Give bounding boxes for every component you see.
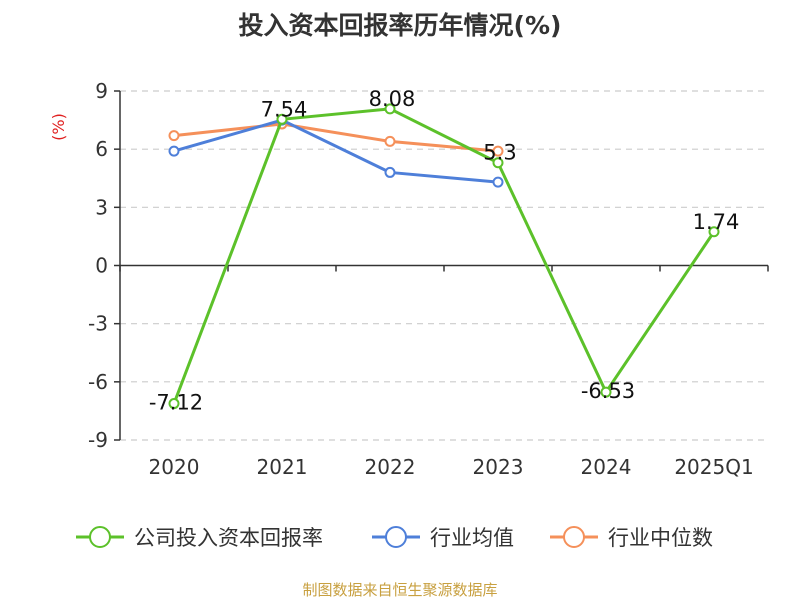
- legend-label[interactable]: 公司投入资本回报率: [134, 526, 323, 550]
- data-point[interactable]: [276, 113, 288, 125]
- source-note: 制图数据来自恒生聚源数据库: [302, 581, 497, 599]
- series-line: [173, 122, 499, 153]
- series-line: [173, 118, 499, 184]
- legend: 公司投入资本回报率 行业均值 行业中位数: [76, 526, 713, 550]
- data-label: 8.08: [369, 87, 416, 111]
- x-tick-label: 2025Q1: [674, 455, 753, 479]
- series-lines: [168, 103, 720, 410]
- x-tick-label: 2020: [149, 455, 200, 479]
- data-label: 1.74: [693, 210, 740, 234]
- legend-marker[interactable]: [563, 526, 585, 548]
- data-label: -7.12: [149, 391, 203, 415]
- data-label: 7.54: [261, 97, 308, 121]
- legend-label[interactable]: 行业均值: [430, 526, 514, 550]
- data-point[interactable]: [492, 176, 504, 188]
- series-line: [172, 107, 716, 405]
- grid-lines: [120, 90, 768, 441]
- legend-marker[interactable]: [89, 526, 111, 548]
- data-point[interactable]: [384, 166, 396, 178]
- data-point[interactable]: [492, 145, 504, 157]
- data-point[interactable]: [168, 145, 180, 157]
- y-tick-label: -9: [88, 428, 108, 452]
- axes: 9 6 3 0 -3 -6 -9 2020 2021 2022 2023 2024 2025Q1: [88, 79, 769, 479]
- x-tick-label: 2021: [257, 455, 308, 479]
- data-label: -6.53: [581, 379, 635, 403]
- data-point[interactable]: [168, 130, 180, 142]
- legend-marker[interactable]: [385, 526, 407, 548]
- data-point[interactable]: [384, 135, 396, 147]
- data-point[interactable]: [600, 386, 612, 398]
- data-point[interactable]: [168, 398, 180, 410]
- data-labels: -7.12 7.54 8.08 5.3 -6.53 1.74: [149, 87, 740, 415]
- y-tick-label: 9: [95, 79, 108, 103]
- y-tick-label: 6: [95, 137, 108, 161]
- y-tick-label: -6: [88, 370, 108, 394]
- y-tick-label: -3: [88, 312, 108, 336]
- legend-label[interactable]: 行业中位数: [608, 526, 713, 550]
- data-point[interactable]: [708, 226, 720, 238]
- data-point[interactable]: [384, 103, 396, 115]
- y-axis-unit: (%): [49, 113, 68, 141]
- x-tick-label: 2022: [365, 455, 416, 479]
- x-tick-label: 2024: [581, 455, 632, 479]
- y-tick-label: 0: [95, 254, 108, 278]
- chart-title: 投入资本回报率历年情况(%): [239, 11, 562, 40]
- data-point[interactable]: [492, 157, 504, 169]
- data-label: 5.3: [483, 141, 516, 165]
- x-tick-label: 2023: [473, 455, 524, 479]
- y-tick-label: 3: [95, 195, 108, 219]
